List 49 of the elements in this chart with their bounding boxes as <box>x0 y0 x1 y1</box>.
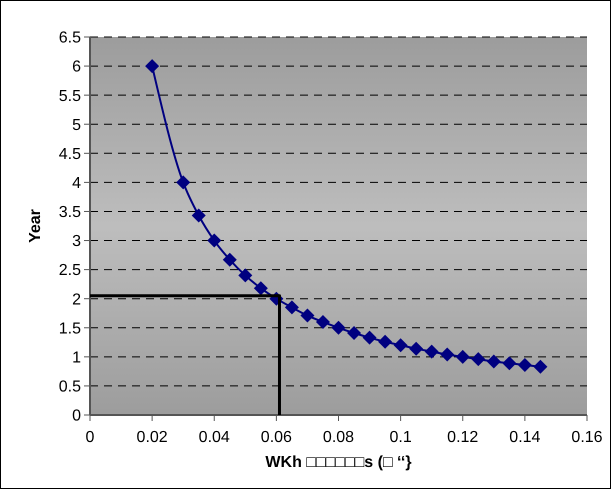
point <box>222 252 237 267</box>
point <box>471 352 486 366</box>
point <box>409 342 424 356</box>
point <box>316 314 330 329</box>
point <box>362 330 377 345</box>
x-tick-label: 0.06 <box>260 429 292 446</box>
point <box>145 59 160 74</box>
y-tick-label: 4 <box>72 174 82 192</box>
x-tick-label: 0.16 <box>571 429 603 446</box>
y-tick-label: 5 <box>72 116 82 134</box>
point <box>502 356 516 370</box>
y-tick-label: 6 <box>72 58 82 76</box>
y-tick-label: 6.5 <box>58 30 82 47</box>
y-tick-label: 3 <box>72 233 82 250</box>
point <box>176 175 190 190</box>
y-axis-title: Year <box>27 209 44 243</box>
point <box>378 334 392 349</box>
x-tick-label: 0.04 <box>198 429 230 446</box>
x-tick-label: 0.08 <box>322 429 354 446</box>
point <box>192 208 206 223</box>
y-tick-label: 0.5 <box>58 378 82 396</box>
point <box>394 338 408 352</box>
point <box>238 268 252 282</box>
x-tick-label: 0.02 <box>136 429 168 446</box>
x-tick-label: 0.1 <box>390 429 412 446</box>
point <box>440 348 454 362</box>
point <box>254 281 268 296</box>
point <box>300 308 314 323</box>
point <box>332 320 346 335</box>
x-tick-label: 0 <box>86 429 95 446</box>
point <box>207 234 222 248</box>
point <box>533 360 548 374</box>
y-tick-label: 1.5 <box>58 320 82 338</box>
y-tick-label: 1 <box>72 349 82 366</box>
y-tick-label: 2.5 <box>58 262 82 280</box>
y-tick-label: 0 <box>72 408 82 425</box>
x-axis-title: WKh □□□□□□s (□ ‘‘} <box>265 454 412 471</box>
y-tick-label: 4.5 <box>58 146 82 163</box>
x-tick-label: 0.12 <box>447 429 478 446</box>
point <box>284 300 299 314</box>
point <box>486 354 501 368</box>
point <box>347 326 362 340</box>
point <box>424 344 439 359</box>
y-tick-label: 3.5 <box>58 204 82 222</box>
y-tick-label: 2 <box>72 291 82 308</box>
point <box>456 350 470 364</box>
point <box>518 358 532 372</box>
y-tick-label: 5.5 <box>58 88 82 105</box>
x-tick-label: 0.14 <box>509 429 541 446</box>
